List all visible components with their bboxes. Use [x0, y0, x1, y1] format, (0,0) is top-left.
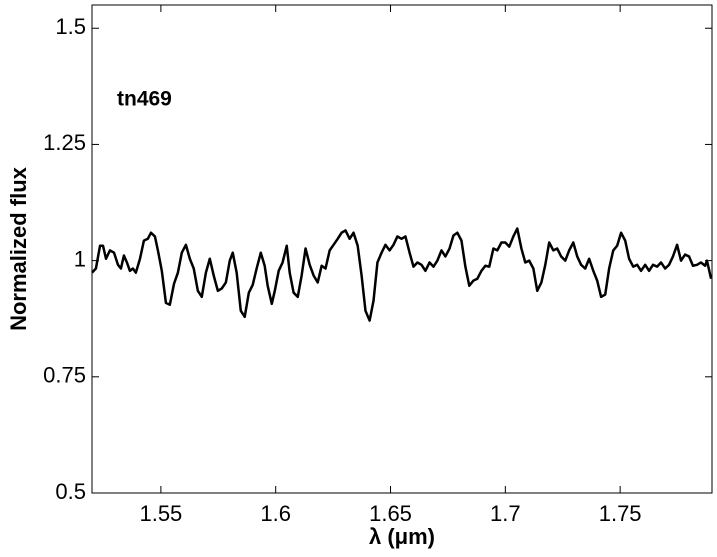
- plot-frame: [91, 4, 713, 494]
- x-tick-label: 1.6: [260, 501, 291, 526]
- y-tick-label: 0.5: [55, 479, 86, 504]
- y-axis-label: Normalized flux: [6, 166, 31, 331]
- x-tick-label: 1.75: [599, 501, 642, 526]
- y-tick-label: 0.75: [43, 363, 86, 388]
- x-tick-label: 1.65: [369, 501, 412, 526]
- y-tick-label: 1: [74, 246, 86, 271]
- annotation: tn469: [117, 88, 172, 111]
- x-axis-label: λ (μm): [369, 524, 435, 549]
- x-tick-label: 1.55: [139, 501, 182, 526]
- x-tick-label: 1.7: [490, 501, 521, 526]
- y-tick-label: 1.5: [55, 14, 86, 39]
- y-tick-label: 1.25: [43, 130, 86, 155]
- spectrum-line: [91, 227, 713, 322]
